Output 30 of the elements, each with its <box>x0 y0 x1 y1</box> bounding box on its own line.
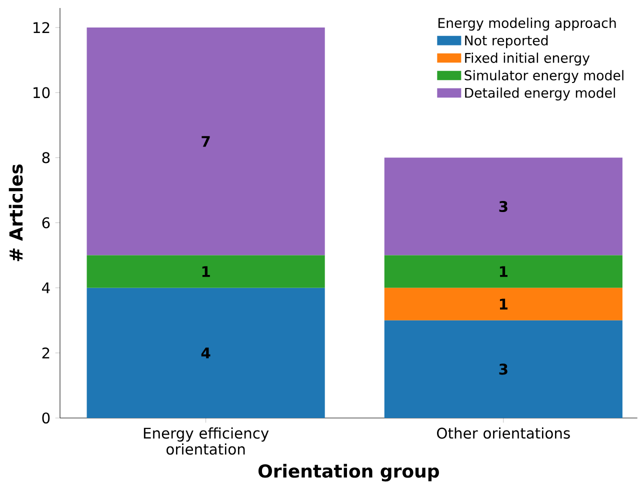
data-label: 3 <box>499 364 508 375</box>
data-label: 1 <box>202 266 210 277</box>
y-axis-title: # Articles <box>8 164 23 262</box>
y-tick-label: 10 <box>34 87 50 98</box>
y-tick-label: 6 <box>42 217 50 228</box>
data-label: 1 <box>500 266 508 277</box>
bar <box>86 255 325 288</box>
bar <box>384 288 622 320</box>
bar <box>384 158 622 256</box>
legend-label: Detailed energy model <box>465 88 615 100</box>
y-tick-label: 4 <box>42 282 50 294</box>
data-label: 3 <box>499 200 508 212</box>
bar <box>384 255 622 288</box>
data-label: 4 <box>201 348 210 358</box>
y-tick-label: 12 <box>34 22 50 33</box>
legend-title: Energy modeling approach <box>438 18 616 31</box>
x-tick-label: Other orientations <box>437 427 570 439</box>
legend-label: Fixed initial energy <box>465 52 590 66</box>
x-tick-label: Energy efficiency orientation <box>144 427 269 455</box>
bar <box>86 28 325 256</box>
data-label: 7 <box>202 136 210 147</box>
x-axis-title: Orientation group <box>258 464 439 482</box>
y-tick-label: 0 <box>42 412 50 424</box>
data-label: 1 <box>500 298 508 310</box>
legend-label: Simulator energy model <box>464 70 624 83</box>
bar <box>384 320 622 418</box>
legend-label: Not reported <box>465 35 548 48</box>
y-tick-label: 2 <box>42 347 50 358</box>
y-tick-label: 8 <box>42 152 50 164</box>
bar <box>86 288 325 418</box>
